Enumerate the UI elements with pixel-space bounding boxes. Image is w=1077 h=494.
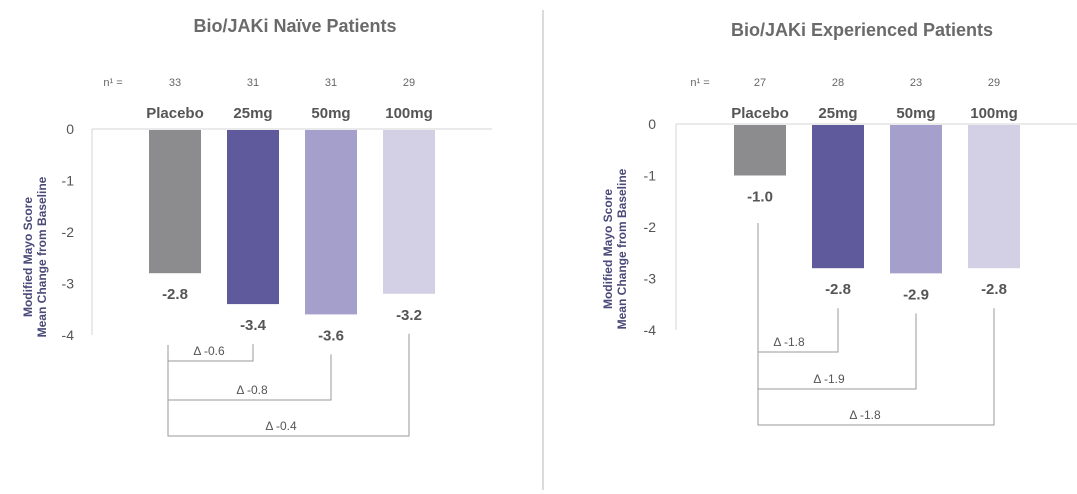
y-tick-label: -3 <box>644 271 657 287</box>
data-label: -3.4 <box>240 317 267 334</box>
y-tick-label: -1 <box>644 168 657 184</box>
n-value: 31 <box>247 77 259 89</box>
n-label: n¹ = <box>103 77 122 89</box>
bar <box>383 130 435 294</box>
data-label: -2.8 <box>981 281 1007 298</box>
delta-label: Δ -0.8 <box>236 383 268 397</box>
data-label: -2.8 <box>825 281 851 298</box>
y-tick-label: -2 <box>644 219 657 235</box>
bar <box>734 125 786 176</box>
data-label: -1.0 <box>747 189 773 206</box>
bar <box>305 130 357 315</box>
n-value: 31 <box>325 77 337 89</box>
delta-label: Δ -0.4 <box>265 419 297 433</box>
y-axis-label: Modified Mayo ScoreMean Change from Base… <box>601 168 629 329</box>
bar <box>890 125 942 274</box>
bar <box>227 130 279 305</box>
delta-label: Δ -1.8 <box>773 335 805 349</box>
category-label: 25mg <box>818 105 857 122</box>
delta-bracket <box>757 223 995 426</box>
y-axis-label-line: Mean Change from Baseline <box>35 176 49 337</box>
chart-title: Bio/JAKi Naïve Patients <box>193 16 396 36</box>
n-value: 33 <box>169 77 181 89</box>
n-value: 28 <box>832 77 844 89</box>
y-tick-label: -1 <box>62 173 75 189</box>
y-axis-label-line: Modified Mayo Score <box>601 189 615 309</box>
delta-bracket <box>167 333 410 437</box>
y-tick-label: 0 <box>648 116 656 132</box>
n-value: 23 <box>910 77 922 89</box>
category-label: 25mg <box>233 105 272 122</box>
delta-label: Δ -1.9 <box>813 372 845 386</box>
y-tick-label: -4 <box>644 322 657 338</box>
category-label: 50mg <box>896 105 935 122</box>
bar <box>812 125 864 269</box>
n-value: 29 <box>988 77 1000 89</box>
y-axis-label-line: Modified Mayo Score <box>21 197 35 317</box>
data-label: -2.9 <box>903 286 929 303</box>
y-axis-label: Modified Mayo ScoreMean Change from Base… <box>21 176 49 337</box>
bar <box>149 130 201 274</box>
n-label: n¹ = <box>690 77 709 89</box>
delta-label: Δ -1.8 <box>849 408 881 422</box>
y-tick-label: -3 <box>62 276 75 292</box>
data-label: -3.2 <box>396 307 422 324</box>
category-label: 100mg <box>385 105 433 122</box>
data-label: -2.8 <box>162 286 188 303</box>
data-label: -3.6 <box>318 327 344 344</box>
category-label: Placebo <box>731 105 789 122</box>
chart-experienced-patients: Bio/JAKi Experienced Patients Modified Ma… <box>601 20 1077 426</box>
bar <box>968 125 1020 269</box>
y-axis-label-line: Mean Change from Baseline <box>615 168 629 329</box>
category-label: 100mg <box>970 105 1018 122</box>
n-value: 27 <box>754 77 766 89</box>
category-label: Placebo <box>146 105 204 122</box>
chart-naive-patients: Bio/JAKi Naïve Patients Modified Mayo Sco… <box>21 16 492 437</box>
category-label: 50mg <box>311 105 350 122</box>
chart-title: Bio/JAKi Experienced Patients <box>731 20 993 40</box>
delta-label: Δ -0.6 <box>193 344 225 358</box>
y-tick-label: -2 <box>62 224 75 240</box>
n-value: 29 <box>403 77 415 89</box>
y-tick-label: 0 <box>66 121 74 137</box>
y-tick-label: -4 <box>62 327 75 343</box>
